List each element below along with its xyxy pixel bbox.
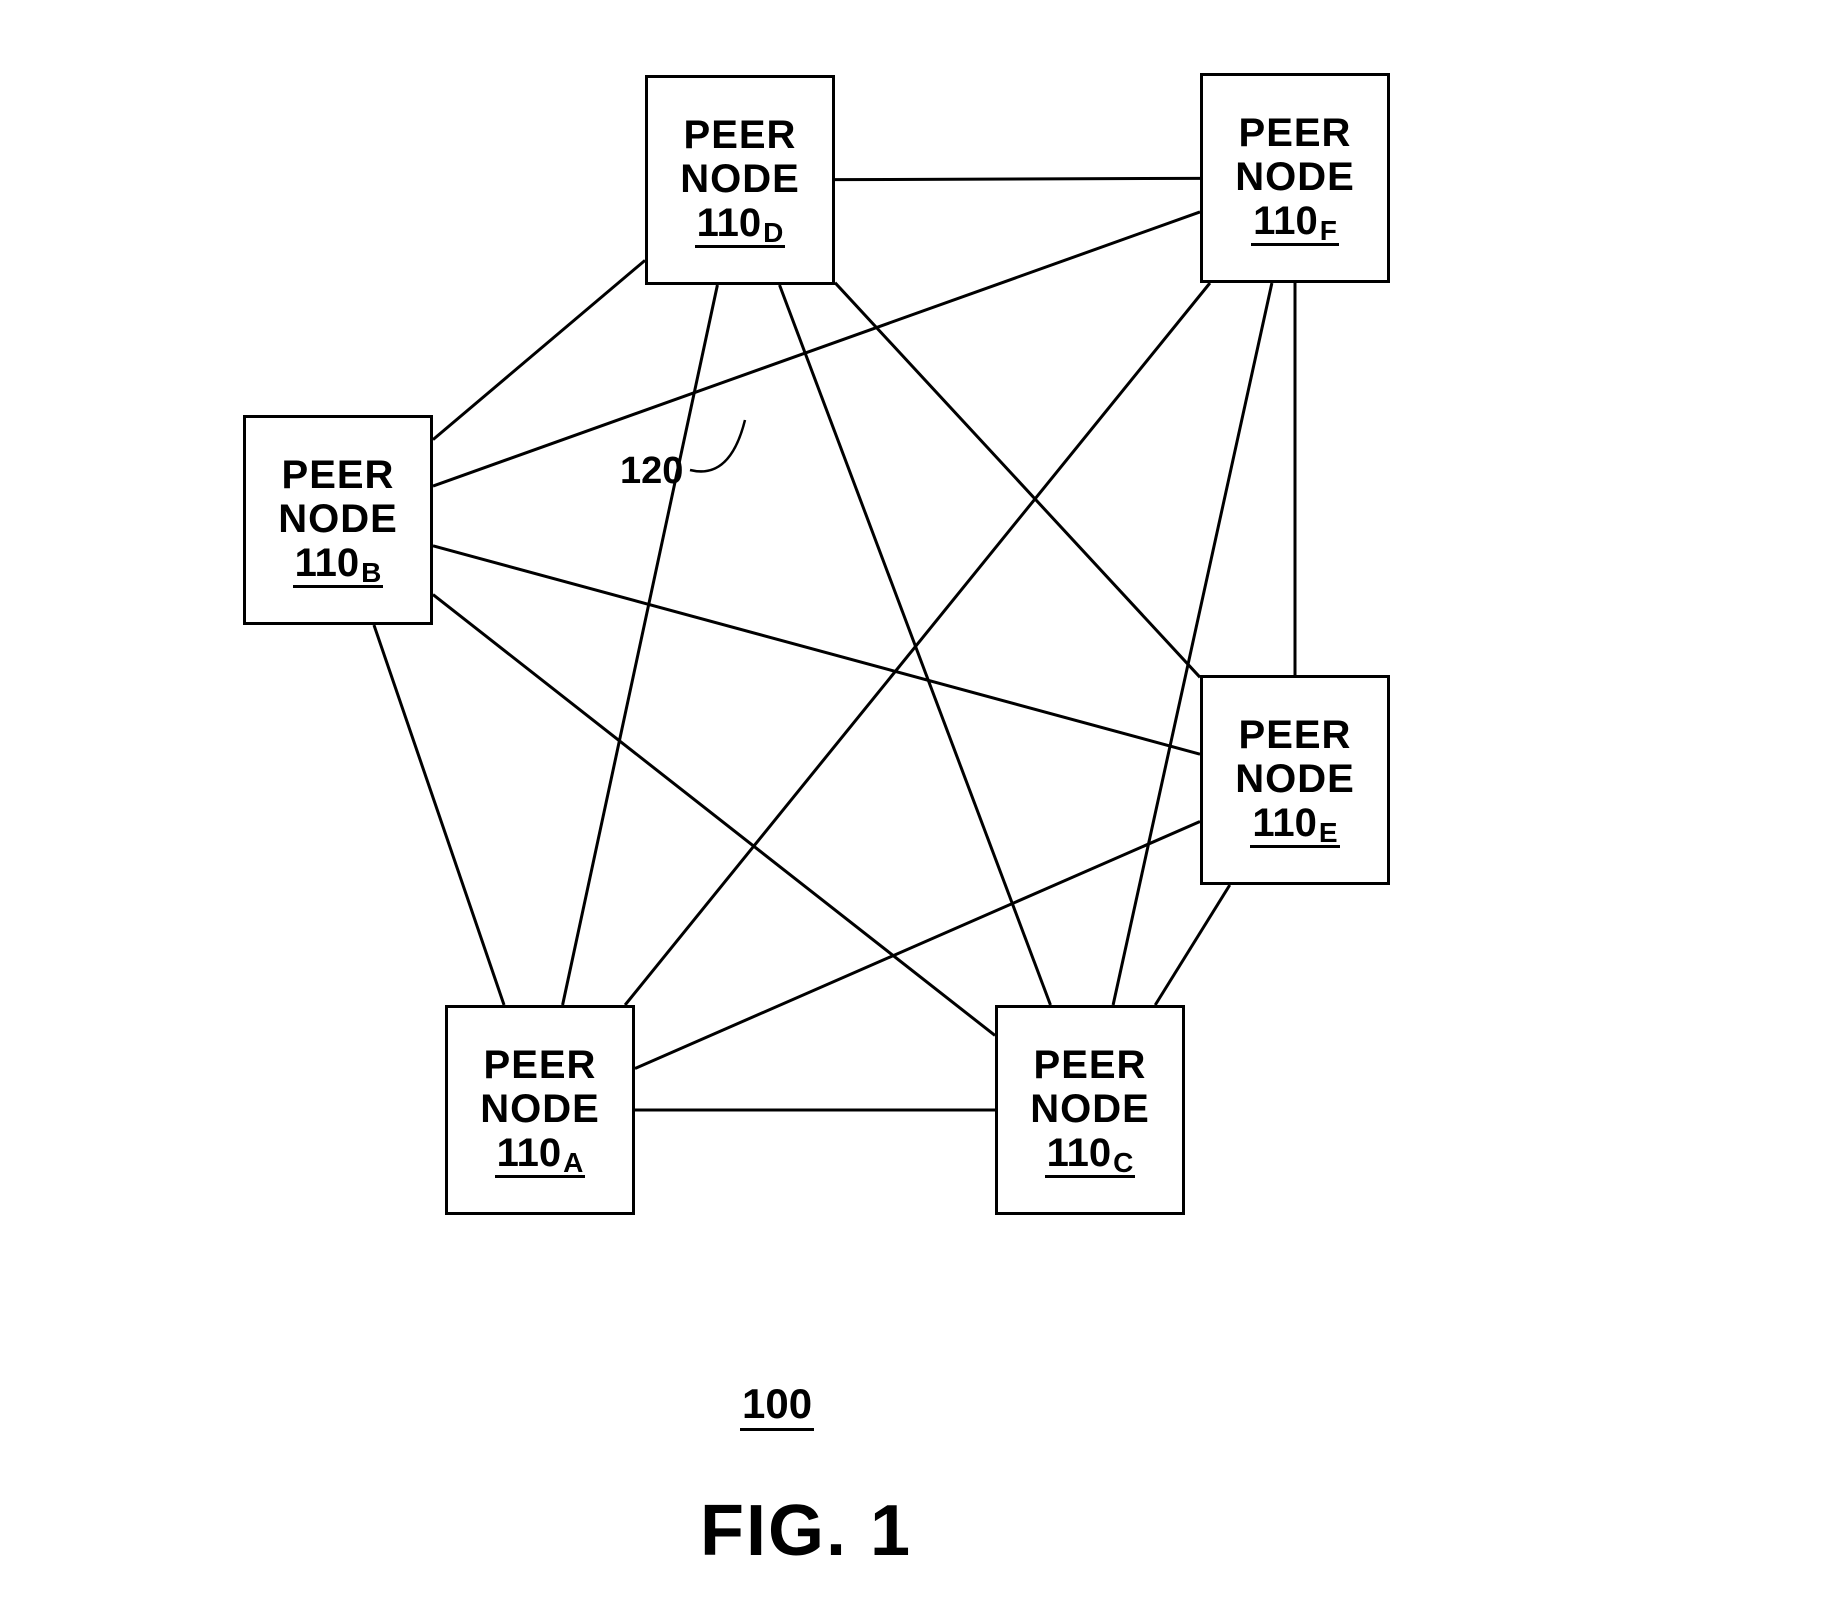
edge-C-F	[1113, 283, 1272, 1005]
node-text-line1: PEER	[1239, 111, 1352, 155]
network-diagram: PEERNODE110APEERNODE110BPEERNODE110CPEER…	[0, 0, 1841, 1612]
edge-B-E	[433, 546, 1200, 754]
node-id-subscript: B	[361, 558, 381, 589]
edge-B-C	[433, 595, 995, 1036]
node-text-line2: NODE	[480, 1087, 600, 1131]
peer-node-E: PEERNODE110E	[1200, 675, 1390, 885]
system-reference-label: 100	[740, 1380, 814, 1431]
node-id: 110C	[1045, 1131, 1136, 1178]
edge-A-F	[625, 283, 1210, 1005]
node-label: PEERNODE110D	[680, 113, 800, 248]
peer-node-A: PEERNODE110A	[445, 1005, 635, 1215]
node-text-line1: PEER	[1239, 713, 1352, 757]
node-text-line2: NODE	[1235, 757, 1355, 801]
edge-A-B	[374, 625, 504, 1005]
node-text-line2: NODE	[1030, 1087, 1150, 1131]
node-id-number: 110	[295, 541, 360, 585]
node-id-subscript: C	[1113, 1148, 1133, 1179]
edge-C-E	[1155, 885, 1230, 1005]
edge-callout-label: 120	[620, 450, 683, 493]
peer-node-B: PEERNODE110B	[243, 415, 433, 625]
node-text-line2: NODE	[1235, 155, 1355, 199]
node-id-subscript: D	[763, 218, 783, 249]
peer-node-F: PEERNODE110F	[1200, 73, 1390, 283]
node-id-number: 110	[497, 1131, 562, 1175]
edge-B-D	[433, 260, 645, 439]
node-id-subscript: F	[1320, 216, 1337, 247]
node-label: PEERNODE110E	[1235, 713, 1355, 848]
node-label: PEERNODE110F	[1235, 111, 1355, 246]
node-id-subscript: E	[1319, 818, 1338, 849]
node-text-line1: PEER	[282, 453, 395, 497]
edge-D-E	[835, 283, 1200, 678]
node-id: 110F	[1251, 199, 1339, 246]
peer-node-D: PEERNODE110D	[645, 75, 835, 285]
node-id-number: 110	[1253, 199, 1318, 243]
node-id-number: 110	[1252, 801, 1317, 845]
node-id: 110A	[495, 1131, 586, 1178]
node-text-line2: NODE	[278, 497, 398, 541]
node-label: PEERNODE110A	[480, 1043, 600, 1178]
node-id-subscript: A	[563, 1148, 583, 1179]
node-text-line1: PEER	[484, 1043, 597, 1087]
figure-caption: FIG. 1	[700, 1490, 912, 1572]
node-text-line1: PEER	[1034, 1043, 1147, 1087]
edge-D-F	[835, 178, 1200, 179]
node-text-line2: NODE	[680, 157, 800, 201]
node-id-number: 110	[697, 201, 762, 245]
peer-node-C: PEERNODE110C	[995, 1005, 1185, 1215]
node-label: PEERNODE110B	[278, 453, 398, 588]
node-id: 110D	[695, 201, 786, 248]
node-label: PEERNODE110C	[1030, 1043, 1150, 1178]
node-id: 110E	[1250, 801, 1339, 848]
edge-layer	[0, 0, 1841, 1612]
callout-leader	[690, 420, 745, 471]
node-text-line1: PEER	[684, 113, 797, 157]
node-id-number: 110	[1047, 1131, 1112, 1175]
node-id: 110B	[293, 541, 384, 588]
